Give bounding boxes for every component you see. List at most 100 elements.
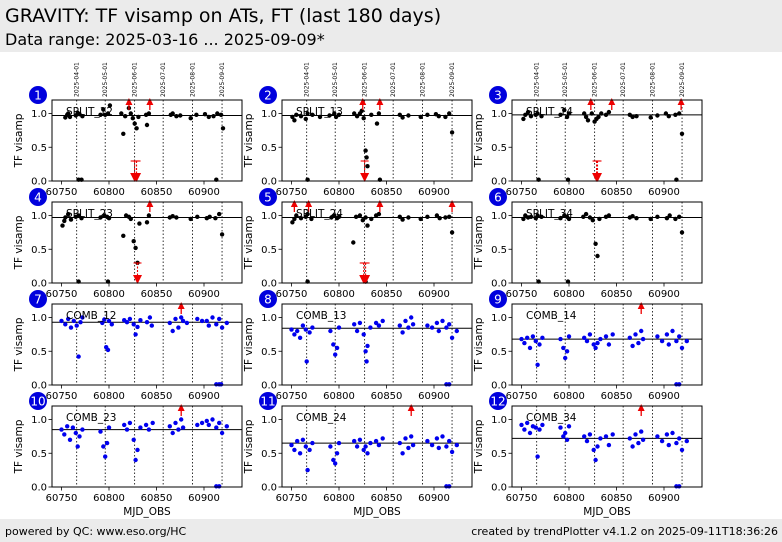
- data-point: [206, 422, 211, 428]
- data-point: [79, 216, 84, 221]
- panel-label: SPLIT_24: [296, 208, 343, 220]
- data-point: [63, 322, 68, 327]
- data-point: [397, 440, 402, 446]
- data-point: [119, 111, 124, 116]
- data-point: [639, 328, 644, 334]
- data-point: [558, 425, 563, 430]
- data-point: [587, 332, 593, 337]
- data-point: [447, 111, 452, 116]
- data-point: [305, 211, 310, 217]
- data-point: [195, 422, 200, 428]
- data-point: [67, 437, 73, 442]
- data-point: [537, 427, 542, 432]
- panel-number: 9: [494, 293, 502, 307]
- data-point: [334, 451, 340, 456]
- panel-label: COMB_23: [66, 412, 116, 424]
- data-point: [563, 430, 568, 436]
- panel-label: SPLIT_12: [66, 106, 113, 118]
- data-point: [376, 111, 382, 116]
- data-point: [105, 347, 111, 353]
- data-point: [397, 323, 402, 328]
- data-point: [62, 432, 67, 437]
- data-point: [74, 323, 79, 328]
- y-tick-label: 0.5: [261, 449, 277, 460]
- data-point: [409, 315, 414, 320]
- y-axis-label: TF visamp: [243, 317, 255, 372]
- outlier-arrowhead-up: [376, 200, 384, 207]
- data-point: [199, 420, 205, 426]
- data-point: [170, 111, 175, 116]
- x-tick-label: 60800: [93, 493, 125, 504]
- data-point: [527, 430, 533, 436]
- data-point: [295, 438, 300, 444]
- outlier-arrowhead-up: [290, 200, 298, 207]
- x-tick-label: 60750: [506, 289, 538, 300]
- x-tick-label: 60750: [276, 289, 308, 300]
- data-point: [400, 217, 405, 222]
- data-point: [184, 320, 190, 326]
- data-point: [70, 425, 76, 430]
- data-point: [519, 422, 524, 428]
- data-point: [180, 425, 186, 430]
- data-point: [677, 111, 682, 116]
- data-point: [333, 461, 338, 466]
- data-point: [418, 114, 423, 120]
- outlier-arrowhead-up: [305, 200, 313, 207]
- data-point: [59, 318, 64, 324]
- outlier-arrowhead-up: [587, 98, 595, 105]
- data-point: [425, 214, 430, 219]
- data-point: [630, 343, 635, 349]
- data-point: [679, 230, 685, 235]
- data-point: [138, 425, 143, 430]
- axes-frame: [511, 405, 703, 488]
- data-point: [146, 427, 152, 432]
- data-point: [170, 430, 175, 436]
- data-point: [217, 484, 222, 489]
- data-point: [400, 115, 405, 120]
- data-point: [380, 436, 385, 441]
- axes-frame: [281, 405, 473, 488]
- data-point: [591, 342, 596, 347]
- data-point: [327, 113, 332, 118]
- x-tick-label: 60800: [553, 493, 585, 504]
- data-point: [303, 444, 308, 449]
- data-point: [332, 213, 337, 218]
- outlier-arrowhead-down: [593, 173, 602, 182]
- data-point: [134, 126, 139, 131]
- data-point: [663, 111, 669, 116]
- y-tick-label: 0.5: [31, 449, 47, 460]
- outlier-arrowhead-down: [360, 173, 370, 182]
- data-point: [363, 215, 368, 220]
- data-point: [368, 440, 373, 446]
- data-point: [336, 440, 342, 446]
- axes-frame: [281, 303, 473, 386]
- data-point: [679, 447, 685, 453]
- x-tick-label: 60850: [601, 493, 633, 504]
- data-point: [583, 211, 589, 217]
- data-point: [352, 111, 357, 116]
- data-point: [218, 112, 224, 118]
- data-point: [217, 316, 222, 322]
- panel-split-24: 0.0 0.5 1.0 60750 60800 60850 60900 TF visamp SP…: [243, 188, 473, 300]
- data-point: [101, 444, 106, 449]
- x-axis-label: MJD_OBS: [583, 506, 631, 518]
- panel-comb-13: 0.0 0.5 1.0 60750 60800 60850 60900 TF visamp CO…: [243, 290, 473, 402]
- x-tick-label: 60850: [141, 187, 173, 198]
- data-point: [167, 320, 172, 326]
- data-point: [174, 114, 179, 119]
- data-point: [128, 216, 133, 222]
- data-point: [454, 442, 459, 448]
- data-point: [581, 214, 586, 219]
- x-tick-label: 60900: [648, 187, 680, 198]
- data-point: [75, 444, 80, 449]
- data-point: [361, 332, 366, 337]
- data-point: [131, 437, 136, 442]
- date-marker-label: 2025-04-01: [304, 62, 311, 97]
- data-point: [521, 116, 526, 122]
- data-point: [369, 216, 374, 222]
- data-point: [206, 323, 211, 328]
- data-point: [305, 467, 310, 473]
- data-point: [603, 434, 609, 439]
- y-tick-label: 1.0: [491, 109, 507, 120]
- data-point: [210, 417, 215, 422]
